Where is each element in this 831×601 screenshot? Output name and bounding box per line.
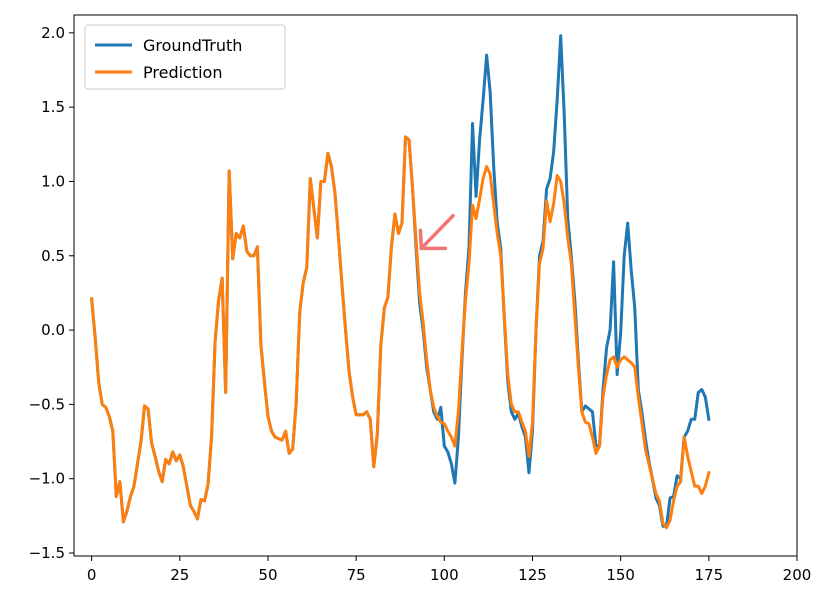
y-tick-label: 1.5	[41, 98, 65, 116]
y-tick-label: −1.0	[29, 470, 65, 488]
axes-frame	[73, 14, 798, 557]
annotation-arrow	[418, 213, 455, 251]
y-tick-label: 0.0	[41, 321, 65, 339]
y-tick-label: 2.0	[41, 24, 65, 42]
legend: GroundTruth Prediction	[84, 24, 286, 90]
x-tick-label: 125	[518, 566, 547, 584]
y-tick-label: −1.5	[29, 544, 65, 562]
plot-area	[73, 14, 798, 557]
y-tick-label: −0.5	[29, 395, 65, 413]
series-lines	[89, 34, 711, 530]
arrow-shaft	[419, 213, 455, 251]
y-tick-label: 0.5	[41, 247, 65, 265]
legend-box	[84, 24, 286, 90]
x-tick-label: 200	[783, 566, 812, 584]
legend-label-prediction: Prediction	[143, 63, 222, 82]
series-line-prediction	[89, 135, 711, 530]
legend-label-groundtruth: GroundTruth	[143, 36, 242, 55]
x-tick-label: 25	[170, 566, 189, 584]
arrow-head-vertical	[418, 228, 424, 251]
x-tick-label: 50	[258, 566, 277, 584]
x-tick-label: 100	[430, 566, 459, 584]
x-tick-label: 150	[606, 566, 635, 584]
x-tick-label: 0	[87, 566, 97, 584]
x-tick-label: 175	[695, 566, 724, 584]
x-tick-label: 75	[347, 566, 366, 584]
axis-ticks: 0 25 50 75 100 125 150 175 200 −1.5 −1.0 −0.5 0.0 0.5…	[29, 24, 812, 584]
y-tick-label: 1.0	[41, 172, 65, 190]
